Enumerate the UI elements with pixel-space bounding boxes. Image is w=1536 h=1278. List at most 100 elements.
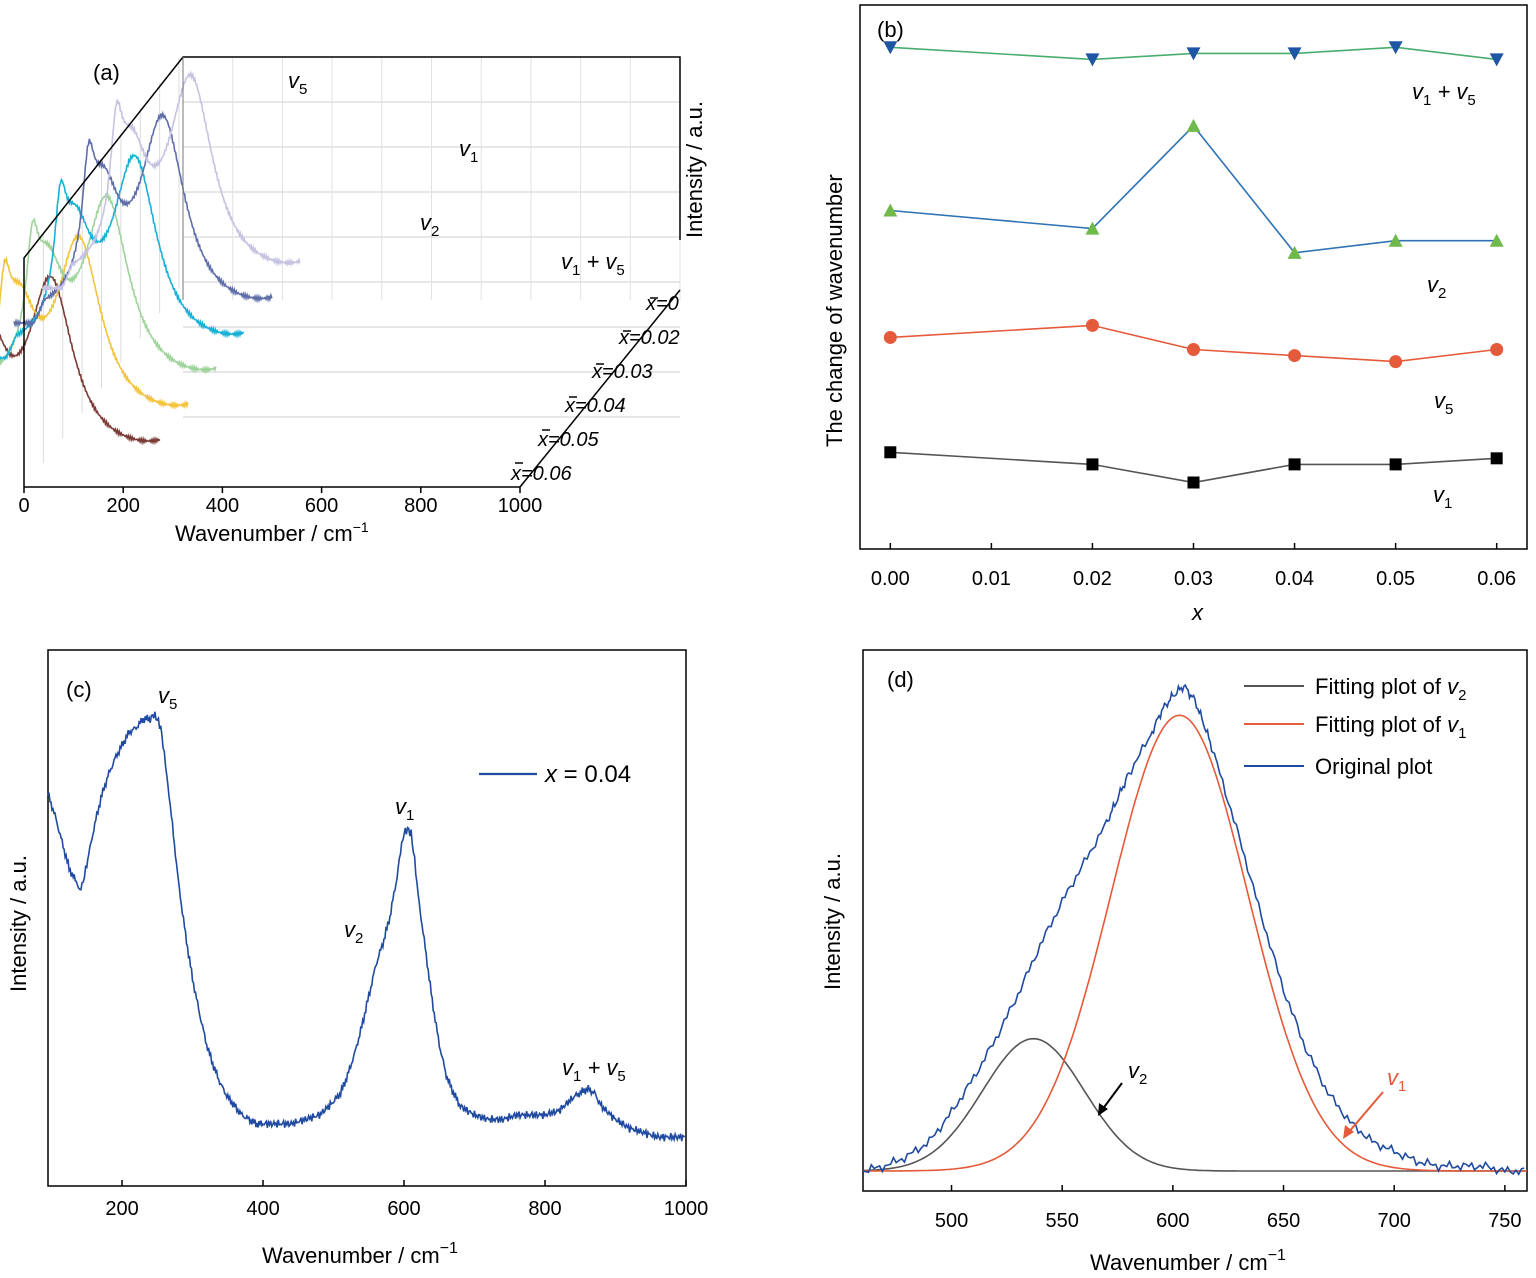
panel-b-marker — [1187, 343, 1200, 357]
panel-d-fitting-chart: 500 550 600 650 700 750 (d) Wavenumber / cm−1… — [820, 649, 1528, 1275]
panel-b-marker — [1085, 318, 1099, 332]
panel-a-series-label: x=0.02 — [618, 327, 680, 349]
panel-d-x-tick-label: 650 — [1267, 1210, 1300, 1232]
panel-d-label: (d) — [887, 667, 914, 692]
panel-a-annotation-v1v5: v1 + v5 — [561, 249, 625, 279]
panel-b-annotation-v1v5: v1 + v5 — [1412, 79, 1476, 109]
panel-c-legend-label: x = 0.04 — [544, 761, 631, 788]
panel-a-series-label: x=0.03 — [591, 361, 653, 383]
panel-c-series-line — [47, 711, 686, 1143]
panel-b-marker — [1388, 233, 1403, 247]
panel-a-series-label: x=0 — [645, 293, 679, 315]
panel-a-x-tick-label: 400 — [206, 495, 239, 517]
panel-c-annotation-v1v5: v1 + v5 — [562, 1055, 626, 1085]
panel-d-legend-label-v1: Fitting plot of v1 — [1315, 712, 1466, 742]
panel-b-series-line — [890, 324, 1497, 363]
panel-b-series-line — [890, 124, 1497, 254]
panel-b-marker — [1085, 53, 1100, 67]
panel-b-marker — [1187, 476, 1200, 489]
panel-a-annotation-v2: v2 — [420, 210, 439, 240]
panel-d-frame — [862, 649, 1528, 1192]
panel-a-depth-axis — [519, 289, 681, 488]
panel-b-marker — [883, 330, 897, 344]
panel-b-marker — [1288, 458, 1301, 471]
panel-d-arrowhead-v2 — [1098, 1103, 1108, 1116]
panel-c-x-tick-label: 600 — [387, 1198, 420, 1220]
panel-a-series-label: x=0.04 — [564, 395, 626, 417]
panel-c-series — [47, 711, 686, 1143]
panel-b-marker — [1388, 41, 1403, 55]
panel-d-legend: Fitting plot of v2 Fitting plot of v1 Or… — [1244, 674, 1466, 779]
panel-b-marker — [1288, 349, 1302, 363]
panel-a-series-line — [13, 110, 273, 329]
panel-c-y-axis-title: Intensity / a.u. — [6, 855, 31, 992]
panel-b-marker — [884, 446, 897, 459]
panel-a-series-line — [0, 153, 244, 362]
panel-b-x-tick-label: 0.00 — [871, 568, 910, 590]
panel-d-y-axis-title: Intensity / a.u. — [820, 853, 845, 990]
panel-b-y-axis-title: The change of wavenumber — [822, 174, 847, 447]
panel-b-marker — [1287, 47, 1302, 61]
panel-d-series-line — [862, 683, 1525, 1176]
panel-d-x-tick-label: 750 — [1488, 1210, 1521, 1232]
panel-d-series — [862, 683, 1527, 1176]
panel-d-x-tick-label: 500 — [935, 1210, 968, 1232]
panel-c-annotation-v5: v5 — [158, 683, 177, 713]
panel-c-x-tick-label: 400 — [246, 1198, 279, 1220]
panel-a-series-labels: x=0 x=0.02 x=0.03 x=0.04 x=0.05 x=0.06 — [510, 293, 680, 485]
panel-d-legend-label-original: Original plot — [1315, 754, 1432, 779]
panel-d-series-line — [862, 1037, 1527, 1172]
panel-a-series-line — [41, 70, 301, 294]
panel-a-grid — [23, 56, 681, 488]
panel-a-annotation-v5: v5 — [288, 68, 307, 98]
panel-b-label: (b) — [877, 17, 904, 42]
panel-b-annotation-v5: v5 — [1434, 388, 1453, 418]
panel-b-series — [883, 41, 1504, 489]
panel-a-waterfall-chart: (a) Wavenumber / cm−1 Intensity / a.u. 0… — [0, 56, 707, 546]
panel-b-marker — [1186, 118, 1201, 132]
panel-b-x-tick-label: 0.02 — [1073, 568, 1112, 590]
panel-a-x-tick-label: 0 — [18, 495, 29, 517]
panel-d-arrow-v1 — [1347, 1091, 1384, 1134]
panel-d-x-tick-label: 550 — [1046, 1210, 1079, 1232]
panel-d-arrowhead-v1 — [1343, 1125, 1354, 1139]
panel-c-label: (c) — [66, 677, 92, 702]
panel-b-marker — [1490, 343, 1504, 357]
panel-b-x-tick-label: 0.06 — [1477, 568, 1516, 590]
panel-c-spectrum-chart: 200 400 600 800 1000 (c) Wavenumber / cm−1 I… — [6, 649, 708, 1268]
panel-c-x-tick-label: 200 — [105, 1198, 138, 1220]
panel-b-marker — [1186, 47, 1201, 61]
panel-b-x-axis-title: x — [1191, 600, 1204, 625]
panel-b-marker — [1489, 233, 1504, 247]
panel-b-marker — [883, 41, 898, 55]
panel-a-x-tick-label: 1000 — [498, 495, 543, 517]
panel-a-series-line — [0, 191, 217, 375]
panel-a-frame — [23, 56, 681, 488]
panel-b-x-tick-label: 0.01 — [972, 568, 1011, 590]
panel-b-marker — [1389, 355, 1403, 369]
panel-b-x-tick-label: 0.05 — [1376, 568, 1415, 590]
panel-b-series-line — [890, 451, 1497, 484]
panel-c-x-axis-title: Wavenumber / cm−1 — [262, 1240, 458, 1268]
panel-b-line-chart: 0.00 0.01 0.02 0.03 0.04 0.05 0.06 (b) x The c… — [822, 4, 1528, 625]
panel-d-series-line — [863, 714, 1527, 1172]
panel-a-label: (a) — [93, 60, 120, 85]
panel-a-x-tick-label: 200 — [107, 495, 140, 517]
panel-a-series-label: x=0.06 — [510, 463, 572, 485]
panel-b-marker — [1389, 458, 1402, 471]
panel-b-marker — [1085, 221, 1100, 235]
panel-b-x-ticks: 0.00 0.01 0.02 0.03 0.04 0.05 0.06 — [871, 543, 1516, 590]
panel-a-x-axis-title: Wavenumber / cm−1 — [175, 519, 369, 546]
panel-d-annotation-v2: v2 — [1128, 1058, 1147, 1088]
panel-c-annotation-v2: v2 — [344, 917, 363, 947]
panel-d-x-tick-label: 700 — [1378, 1210, 1411, 1232]
panel-d-legend-label-v2: Fitting plot of v2 — [1315, 674, 1466, 704]
panel-a-x-tick-label: 600 — [305, 495, 338, 517]
panel-b-marker — [1490, 452, 1503, 465]
panel-d-x-tick-label: 600 — [1156, 1210, 1189, 1232]
panel-b-marker — [1287, 245, 1302, 259]
panel-c-frame — [47, 649, 687, 1187]
panel-a-annotation-v1: v1 — [459, 136, 478, 166]
panel-b-marker — [1489, 53, 1504, 67]
panel-d-x-axis-title: Wavenumber / cm−1 — [1090, 1247, 1286, 1275]
